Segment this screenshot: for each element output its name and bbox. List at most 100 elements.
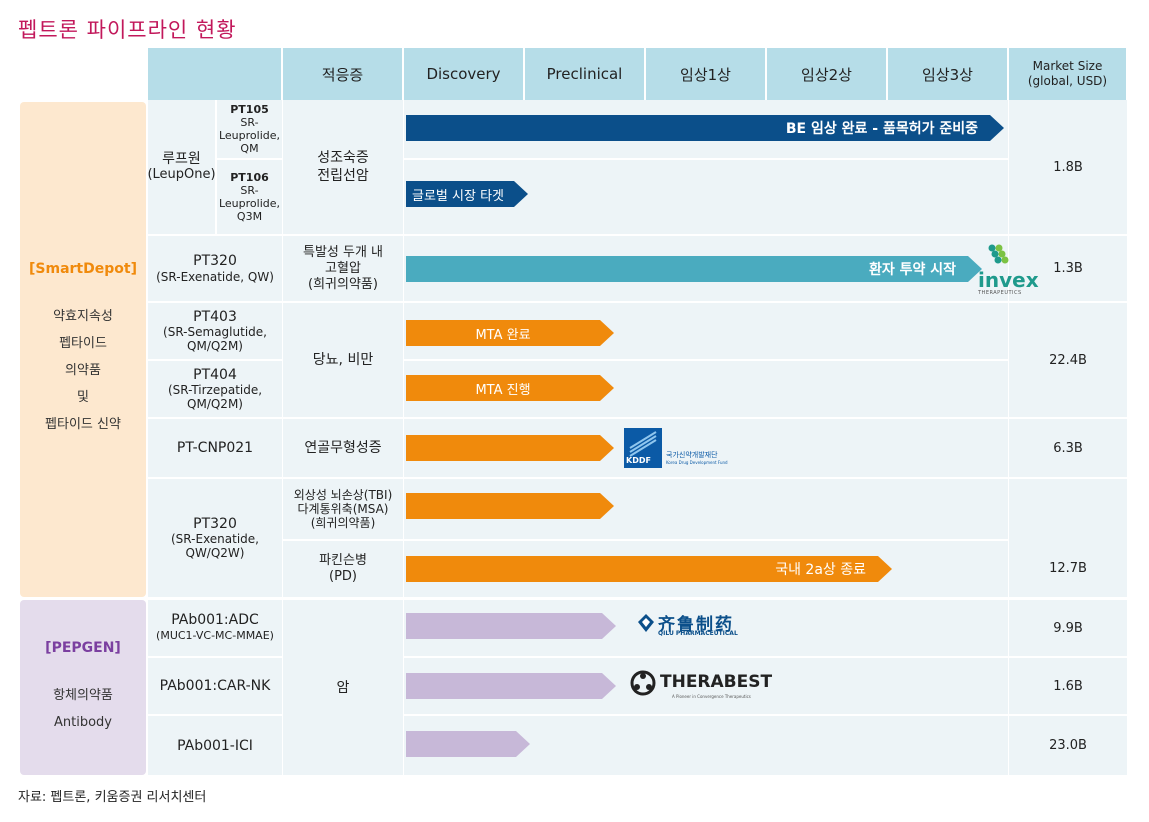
- market-pab001-adc: 9.9B: [1053, 620, 1083, 636]
- header-blank: [148, 48, 282, 100]
- qilu-logo-icon: [638, 614, 654, 632]
- row-divider: [148, 417, 1127, 419]
- kddf-logo-sub2: Korea Drug Development Fund: [666, 460, 728, 465]
- page-title: 펩트론 파이프라인 현황: [18, 18, 237, 42]
- drug-pt403: PT403 (SR-Semaglutide, QM/Q2M): [148, 303, 282, 359]
- market-pab001-ici: 23.0B: [1049, 738, 1087, 753]
- market-pab001-carnk: 1.6B: [1053, 678, 1083, 694]
- indication-cancer: 암: [336, 679, 350, 696]
- stage-bar-cnp021: [406, 435, 614, 461]
- stage-bar-pt320-pd: 국내 2a상 종료: [406, 556, 892, 582]
- indication-obesity: 당뇨, 비만: [312, 352, 374, 368]
- market-pt320-cns: 12.7B: [1049, 560, 1087, 576]
- indication-pd: 파킨슨병 (PD): [283, 541, 403, 597]
- drug-pt320-iih: PT320 (SR-Exenatide, QW): [148, 236, 282, 301]
- platform-pepgen-tag: [PEPGEN]: [45, 639, 121, 656]
- indication-text: (PD): [329, 569, 357, 584]
- drug-desc: QM/Q2M): [187, 397, 243, 411]
- drug-desc: QM/Q2M): [187, 339, 243, 353]
- header-phase3: 임상3상: [888, 48, 1008, 100]
- stage-bar-pab001-ici: [406, 731, 530, 757]
- drug-leupone: 루프원 (LeupOne): [147, 100, 216, 234]
- drug-desc: QW/Q2W): [185, 546, 245, 560]
- drug-desc: (SR-Exenatide,: [171, 532, 259, 546]
- stage-bar-pab001-adc: [406, 613, 616, 639]
- indication-column: [283, 100, 403, 775]
- drug-desc: (SR-Tirzepatide,: [167, 383, 263, 397]
- kddf-logo-icon: [624, 428, 662, 468]
- row-divider: [148, 359, 282, 361]
- header-preclinical: Preclinical: [525, 48, 645, 100]
- drug-desc: (SR-Exenatide, QW): [156, 269, 274, 284]
- drug-desc: Leuprolide,: [218, 129, 281, 142]
- drug-pt106: PT106 SR- Leuprolide, Q3M: [217, 160, 282, 234]
- row-divider: [148, 234, 1127, 236]
- drug-code: PT320: [193, 516, 237, 532]
- row-divider: [404, 656, 1127, 658]
- header-indication: 적응증: [283, 48, 403, 100]
- qilu-logo-text: 齐鲁制药: [658, 615, 734, 635]
- drug-pab001-adc: PAb001:ADC (MUC1-VC-MC-MMAE): [148, 600, 282, 656]
- row-divider: [216, 158, 282, 160]
- drug-desc: QM: [240, 142, 259, 155]
- platform-pepgen-desc: 항체의약품: [53, 687, 113, 703]
- indication-iih: 특발성 두개 내 고혈압 (희귀의약품): [283, 236, 403, 301]
- kddf-logo-sub: 국가신약개발재단: [666, 451, 718, 459]
- row-divider: [404, 158, 1008, 160]
- drug-cnp021: PT-CNP021: [176, 440, 254, 456]
- drug-code: PT320: [193, 252, 237, 269]
- stage-bar-leupone-be: BE 임상 완료 - 품목허가 준비중: [406, 115, 1004, 141]
- qilu-logo: 齐鲁制药 QILU PHARMACEUTICAL: [636, 612, 776, 642]
- row-divider: [148, 301, 1127, 303]
- platform-smartdepot: [SmartDepot] 약효지속성 펩타이드 의약품 및 펩타이드 신약: [20, 102, 146, 597]
- drug-desc: (SR-Semaglutide,: [163, 325, 267, 339]
- drug-code: PT106: [230, 171, 269, 184]
- kddf-logo: KDDF 국가신약개발재단 Korea Drug Development Fun…: [624, 428, 754, 470]
- row-divider: [148, 597, 1127, 600]
- platform-smartdepot-desc: 약효지속성: [53, 309, 113, 324]
- stage-bar-pt403: MTA 완료: [406, 320, 614, 346]
- drug-pt404: PT404 (SR-Tirzepatide, QM/Q2M): [148, 361, 282, 417]
- market-pt320-iih: 1.3B: [1053, 261, 1083, 276]
- drug-code: PAb001:ADC: [171, 612, 259, 628]
- indication-tbi: 외상성 뇌손상(TBI) 다계통위축(MSA) (희귀의약품): [283, 479, 403, 539]
- col-divider: [215, 100, 217, 234]
- indication-achondroplasia: 연골무형성증: [304, 440, 382, 456]
- indication-text: 다계통위축(MSA): [297, 502, 389, 516]
- header-market-size: Market Size (global, USD): [1009, 48, 1127, 100]
- stage-bar-pab001-carnk: [406, 673, 616, 699]
- indication-leupone: 성조숙증 전립선암: [283, 100, 403, 234]
- drug-code: PT403: [193, 309, 237, 325]
- platform-pepgen-desc: Antibody: [54, 714, 112, 730]
- indication-text: 전립선암: [317, 168, 369, 184]
- indication-text: 특발성 두개 내: [302, 244, 384, 260]
- therabest-logo: THERABEST A Pioneer in Convergence Thera…: [630, 670, 780, 704]
- drug-desc: (MUC1-VC-MC-MMAE): [156, 629, 274, 642]
- drug-name-en: (LeupOne): [147, 167, 216, 182]
- row-divider: [148, 477, 1127, 479]
- drug-desc: SR-: [240, 184, 259, 197]
- indication-text: 파킨슨병: [319, 553, 367, 568]
- market-cnp021: 6.3B: [1053, 440, 1083, 456]
- drug-pt105: PT105 SR- Leuprolide, QM: [217, 100, 282, 158]
- indication-text: 성조숙증: [317, 150, 369, 166]
- drug-code: PT105: [230, 103, 269, 116]
- invex-logo: invex THERAPEUTICS: [978, 242, 1039, 298]
- drug-pab001-carnk: PAb001:CAR-NK: [159, 678, 271, 694]
- header-market-size-line2: (global, USD): [1027, 74, 1108, 88]
- stage-bar-leupone-global: 글로벌 시장 타겟: [406, 181, 528, 207]
- indication-text: 고혈압: [325, 260, 361, 276]
- row-divider: [148, 714, 282, 716]
- row-divider: [148, 656, 282, 658]
- stage-bar-pt404: MTA 진행: [406, 375, 614, 401]
- indication-text: 외상성 뇌손상(TBI): [293, 488, 393, 502]
- drug-pab001-ici: PAb001-ICI: [177, 737, 253, 754]
- kddf-logo-text: KDDF: [626, 456, 651, 465]
- invex-logo-sub: THERAPEUTICS: [978, 290, 1022, 296]
- header-phase2: 임상2상: [767, 48, 887, 100]
- drug-desc: Q3M: [236, 210, 263, 223]
- row-divider: [283, 539, 1008, 541]
- row-divider: [404, 359, 1008, 361]
- drug-name: 루프원: [162, 151, 201, 167]
- platform-smartdepot-desc: 및: [77, 390, 89, 405]
